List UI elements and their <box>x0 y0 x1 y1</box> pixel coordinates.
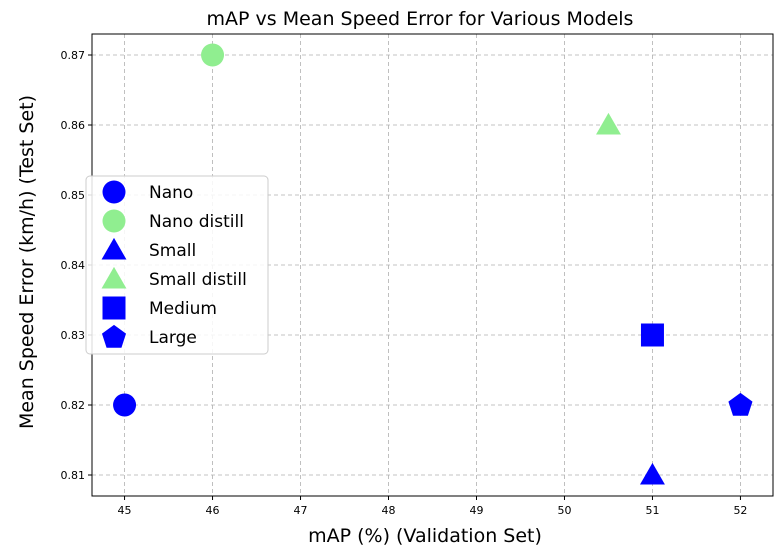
x-tick-label: 46 <box>206 504 220 517</box>
data-point-nano-distill <box>201 43 225 67</box>
x-tick-label: 47 <box>294 504 308 517</box>
legend-box <box>85 175 269 355</box>
x-tick-label: 50 <box>557 504 571 517</box>
legend-label: Large <box>149 328 197 348</box>
legend-marker <box>101 237 127 260</box>
axis-ticks: 45 46 47 48 49 50 51 52 0.81 0.82 0.83 0.84 0.85 0.86… <box>61 49 748 517</box>
data-point-small <box>640 462 665 485</box>
legend-marker <box>101 266 127 289</box>
y-tick-label: 0.85 <box>61 189 86 202</box>
x-axis-label: mAP (%) (Validation Set) <box>308 525 542 547</box>
legend-label: Nano distill <box>149 212 244 232</box>
x-tick-label: 51 <box>645 504 659 517</box>
y-tick-label: 0.87 <box>61 49 86 62</box>
x-tick-label: 49 <box>469 504 483 517</box>
y-axis-label: Mean Speed Error (km/h) (Test Set) <box>16 95 38 429</box>
legend-label: Nano <box>149 183 193 203</box>
data-point-small-distill <box>596 112 621 135</box>
legend-marker <box>102 296 126 320</box>
x-tick-label: 45 <box>118 504 132 517</box>
data-point-medium <box>640 323 664 347</box>
data-point-nano <box>113 393 137 417</box>
legend-marker <box>101 324 127 348</box>
data-points <box>113 43 753 485</box>
y-tick-label: 0.82 <box>61 399 86 412</box>
legend-label: Small distill <box>149 270 247 290</box>
legend-label: Medium <box>149 299 217 319</box>
chart-title: mAP vs Mean Speed Error for Various Mode… <box>207 8 634 30</box>
legend: Nano Nano distill Small Small distill Medium… <box>85 175 269 355</box>
y-tick-label: 0.83 <box>61 329 86 342</box>
data-point-large <box>728 392 753 416</box>
x-tick-label: 52 <box>733 504 747 517</box>
legend-marker <box>102 180 126 204</box>
y-tick-label: 0.81 <box>61 469 86 482</box>
x-tick-label: 48 <box>382 504 396 517</box>
legend-label: Small <box>149 241 196 261</box>
legend-marker <box>102 209 126 233</box>
y-tick-label: 0.86 <box>61 119 86 132</box>
y-tick-label: 0.84 <box>61 259 86 272</box>
